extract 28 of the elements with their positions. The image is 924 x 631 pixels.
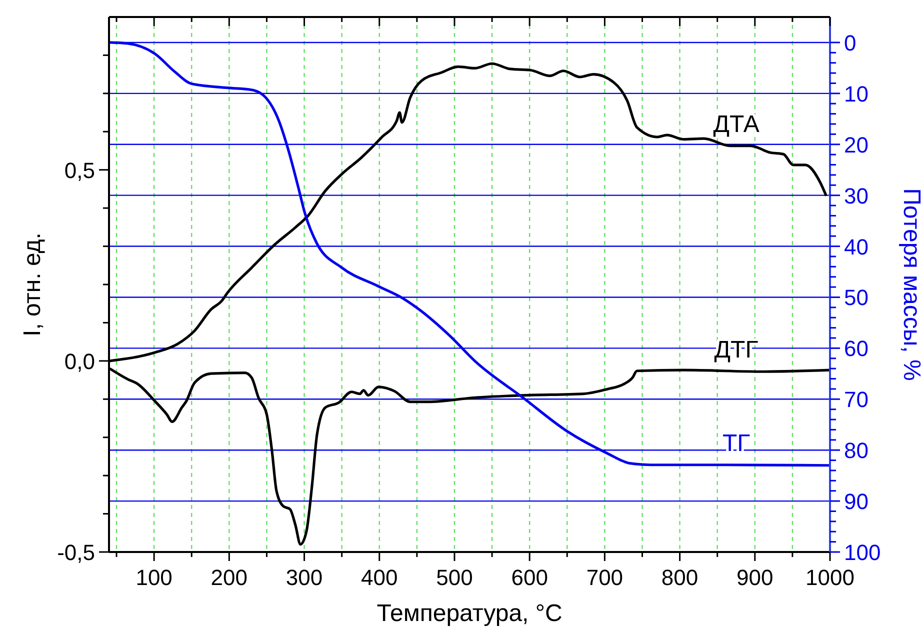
- x-tick-label: 800: [661, 565, 698, 590]
- y-axis-title: I, отн. ед.: [19, 232, 46, 336]
- y2-tick-label: 60: [844, 336, 868, 362]
- y2-tick-label: 90: [844, 489, 868, 514]
- y2-tick-label: 100: [844, 540, 881, 565]
- x-tick-label: 100: [136, 565, 172, 590]
- y2-tick-label: 10: [844, 81, 868, 106]
- y2-tick-label: 70: [844, 387, 868, 412]
- y2-tick-label: 0: [844, 30, 856, 56]
- y2-tick-label: 30: [844, 183, 868, 208]
- y-tick-label: 0,0: [64, 348, 95, 374]
- x-axis-title: Температура, °C: [376, 600, 562, 627]
- x-tick-label: 900: [736, 565, 774, 590]
- y2-tick-label: 40: [844, 234, 868, 260]
- y2-tick-label: 50: [844, 285, 868, 310]
- y2-tick-label: 20: [844, 132, 868, 158]
- x-tick-label: 200: [210, 565, 248, 590]
- x-tick-label: 400: [361, 565, 398, 590]
- y2-axis-title: Потеря массы, %: [898, 188, 924, 381]
- x-tick-label: 1000: [806, 565, 854, 590]
- series-label: ДТА: [713, 110, 760, 138]
- x-tick-label: 600: [511, 565, 548, 590]
- x-tick-label: 700: [586, 565, 624, 590]
- x-tick-label: 500: [436, 565, 473, 590]
- x-tick-label: 300: [286, 565, 323, 590]
- y-tick-label: 0,5: [64, 158, 95, 183]
- y-tick-label: -0,5: [57, 540, 95, 565]
- y2-tick-label: 80: [844, 438, 868, 464]
